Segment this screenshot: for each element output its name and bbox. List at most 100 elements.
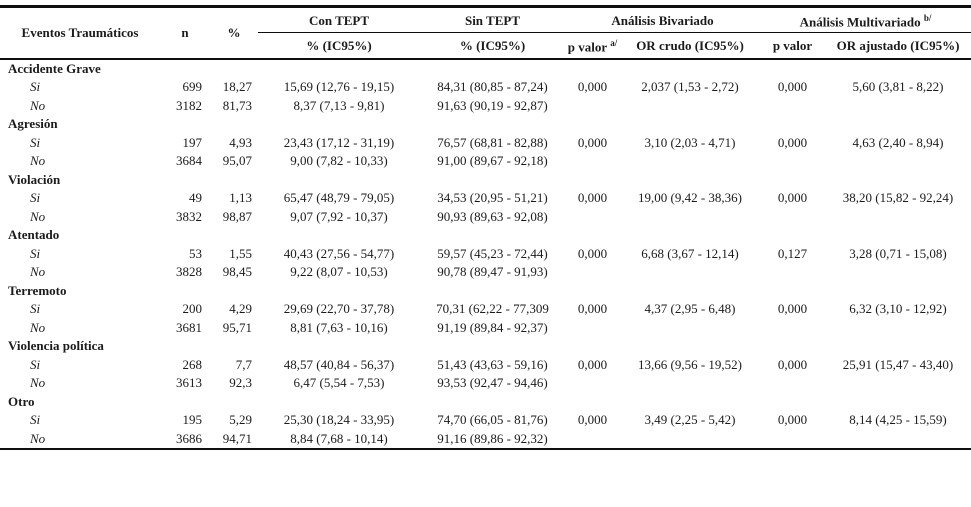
cell-sin-tept: 51,43 (43,63 - 59,16) xyxy=(437,356,548,372)
cell-p-valor-multivariado: 0,000 xyxy=(777,412,808,428)
cell-con-tept: 9,00 (7,82 - 10,33) xyxy=(290,153,388,169)
category-row: Atentado xyxy=(0,226,971,245)
cell-pct: 95,71 xyxy=(222,319,252,335)
cell-or-ajustado xyxy=(825,208,971,227)
cell-or-crudo xyxy=(620,208,760,227)
subheader-p-valor-bivariado-label: p valor xyxy=(567,39,611,55)
cell-pct: 1,55 xyxy=(229,245,252,261)
cell-p-valor-bivariado: 0,000 xyxy=(577,412,608,428)
cell-con-tept: 9,22 (8,07 - 10,53) xyxy=(290,264,388,280)
cell-p-valor-bivariado xyxy=(565,208,620,227)
cell-or-crudo: 13,66 (9,56 - 19,52) xyxy=(638,356,742,372)
cell-n: 3684 xyxy=(176,153,202,169)
table-row: Si 49 1,13 65,47 (48,79 - 79,05) 34,53 (20,9… xyxy=(0,189,971,208)
cell-or-ajustado: 4,63 (2,40 - 8,94) xyxy=(852,134,944,150)
cell-or-ajustado xyxy=(825,263,971,282)
cell-or-ajustado: 6,32 (3,10 - 12,92) xyxy=(849,301,947,317)
footnote-marker-a: a/ xyxy=(610,38,618,49)
header-analisis-multivariado-label: Análisis Multivariado xyxy=(799,14,924,30)
cell-con-tept: 48,57 (40,84 - 56,37) xyxy=(283,356,395,372)
cell-n: 3828 xyxy=(176,264,202,280)
header-analisis-multivariado: Análisis Multivariado b/ xyxy=(760,6,971,34)
category-row: Violencia política xyxy=(0,337,971,356)
cell-p-valor-multivariado: 0,000 xyxy=(777,79,808,95)
cell-p-valor-multivariado xyxy=(760,319,825,338)
cell-p-valor-bivariado xyxy=(565,319,620,338)
header-sin-tept: Sin TEPT xyxy=(420,6,565,34)
row-label: No xyxy=(30,208,46,224)
cell-con-tept: 29,69 (22,70 - 37,78) xyxy=(283,301,395,317)
row-label: Si xyxy=(30,356,41,372)
table-row: Si 53 1,55 40,43 (27,56 - 54,77) 59,57 (45,2… xyxy=(0,245,971,264)
subheader-sin-tept-ic: % (IC95%) xyxy=(420,32,565,60)
cell-or-crudo xyxy=(620,374,760,393)
row-label: Si xyxy=(30,301,41,317)
category-label: Otro xyxy=(8,393,35,409)
subheader-or-ajustado: OR ajustado (IC95%) xyxy=(825,32,971,60)
cell-sin-tept: 84,31 (80,85 - 87,24) xyxy=(437,79,548,95)
cell-sin-tept: 91,16 (89,86 - 92,32) xyxy=(437,430,548,446)
cell-p-valor-multivariado xyxy=(760,263,825,282)
cell-sin-tept: 90,78 (89,47 - 91,93) xyxy=(437,264,548,280)
row-label: Si xyxy=(30,190,41,206)
table-row: Si 195 5,29 25,30 (18,24 - 33,95) 74,70 (66,… xyxy=(0,411,971,430)
cell-p-valor-multivariado: 0,000 xyxy=(777,356,808,372)
cell-pct: 5,29 xyxy=(229,412,252,428)
cell-or-crudo xyxy=(620,319,760,338)
category-label: Accidente Grave xyxy=(8,60,101,76)
cell-or-ajustado: 8,14 (4,25 - 15,59) xyxy=(849,412,947,428)
cell-pct: 94,71 xyxy=(222,430,252,446)
page: Eventos Traumáticos n % Con TEPT Sin TEP… xyxy=(0,5,971,451)
cell-or-ajustado xyxy=(825,319,971,338)
cell-sin-tept: 91,19 (89,84 - 92,37) xyxy=(437,319,548,335)
table-row: Si 200 4,29 29,69 (22,70 - 37,78) 70,31 (62,… xyxy=(0,300,971,319)
cell-n: 200 xyxy=(182,301,203,317)
row-label: No xyxy=(30,430,46,446)
cell-or-ajustado xyxy=(825,430,971,450)
category-label: Violencia política xyxy=(8,338,104,354)
cell-or-crudo xyxy=(620,97,760,116)
cell-or-crudo: 2,037 (1,53 - 2,72) xyxy=(641,79,739,95)
cell-con-tept: 8,84 (7,68 - 10,14) xyxy=(290,430,388,446)
cell-p-valor-bivariado xyxy=(565,152,620,171)
cell-sin-tept: 91,00 (89,67 - 92,18) xyxy=(437,153,548,169)
cell-con-tept: 8,37 (7,13 - 9,81) xyxy=(293,97,385,113)
cell-n: 3681 xyxy=(176,319,202,335)
trauma-events-tept-table: Eventos Traumáticos n % Con TEPT Sin TEP… xyxy=(0,5,971,451)
cell-p-valor-bivariado xyxy=(565,430,620,450)
cell-pct: 4,93 xyxy=(229,134,252,150)
cell-or-crudo xyxy=(620,263,760,282)
category-row: Otro xyxy=(0,393,971,412)
table-row: Si 268 7,7 48,57 (40,84 - 56,37) 51,43 (43,6… xyxy=(0,356,971,375)
cell-con-tept: 23,43 (17,12 - 31,19) xyxy=(283,134,395,150)
cell-con-tept: 8,81 (7,63 - 10,16) xyxy=(290,319,388,335)
table-row: No 3828 98,45 9,22 (8,07 - 10,53) 90,78 (89,… xyxy=(0,263,971,282)
row-label: Si xyxy=(30,412,41,428)
cell-or-ajustado xyxy=(825,374,971,393)
footnote-marker-b: b/ xyxy=(923,13,932,23)
table-row: No 3613 92,3 6,47 (5,54 - 7,53) 93,53 (92,47… xyxy=(0,374,971,393)
cell-p-valor-bivariado: 0,000 xyxy=(577,301,608,317)
cell-n: 3613 xyxy=(176,375,202,391)
header-n: n xyxy=(160,6,210,60)
cell-n: 3686 xyxy=(176,430,202,446)
cell-n: 49 xyxy=(189,190,202,206)
category-row: Agresión xyxy=(0,115,971,134)
cell-or-ajustado: 38,20 (15,82 - 92,24) xyxy=(842,190,954,206)
cell-p-valor-multivariado: 0,000 xyxy=(777,301,808,317)
cell-n: 53 xyxy=(189,245,202,261)
cell-pct: 4,29 xyxy=(229,301,252,317)
cell-sin-tept: 74,70 (66,05 - 81,76) xyxy=(437,412,548,428)
header-group-row: Eventos Traumáticos n % Con TEPT Sin TEP… xyxy=(0,6,971,60)
cell-p-valor-bivariado xyxy=(565,263,620,282)
cell-p-valor-multivariado: 0,127 xyxy=(777,245,808,261)
cell-pct: 7,7 xyxy=(235,356,252,372)
cell-pct: 98,87 xyxy=(222,208,252,224)
cell-or-ajustado: 5,60 (3,81 - 8,22) xyxy=(852,79,944,95)
cell-pct: 81,73 xyxy=(222,97,252,113)
cell-n: 268 xyxy=(182,356,203,372)
cell-p-valor-multivariado xyxy=(760,374,825,393)
cell-or-ajustado: 25,91 (15,47 - 43,40) xyxy=(842,356,954,372)
cell-or-crudo xyxy=(620,152,760,171)
cell-pct: 92,3 xyxy=(229,375,252,391)
